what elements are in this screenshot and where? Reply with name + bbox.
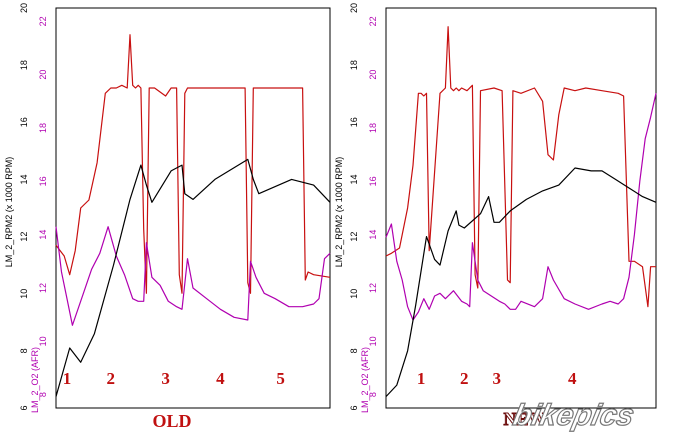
- old-afr-tick-label: 12: [38, 283, 48, 293]
- old-rpm-tick-label: 14: [19, 174, 29, 184]
- bikepics-logo: bikepics: [510, 399, 637, 432]
- old-gear-label-1: 1: [63, 369, 72, 388]
- old-lm-2-o2-line: [55, 226, 331, 326]
- new-caption: NEW: [503, 409, 546, 429]
- new-gear-label-2: 2: [460, 369, 469, 388]
- new-throttle-line: [385, 26, 656, 308]
- old-afr-tick-label: 8: [38, 392, 48, 397]
- old-afr-tick-label: 22: [38, 16, 48, 26]
- new-rpm-tick-label: 14: [349, 174, 359, 184]
- old-throttle-line: [55, 34, 331, 294]
- new-afr-tick-label: 8: [368, 392, 378, 397]
- old-gear-label-5: 5: [276, 369, 285, 388]
- new-lm-2-o2-line: [385, 93, 657, 321]
- new-afr-tick-label: 18: [368, 123, 378, 133]
- old-caption: OLD: [152, 411, 191, 431]
- new-rpm-tick-label: 6: [349, 405, 359, 410]
- old-afr-axis-title: LM_2_O2 (AFR): [30, 347, 40, 413]
- new-afr-tick-label: 14: [368, 230, 378, 240]
- new-afr-tick-label: 22: [368, 16, 378, 26]
- old-afr-tick-label: 20: [38, 70, 48, 80]
- new-afr-axis-title: LM_2_O2 (AFR): [360, 347, 370, 413]
- old-axis-ticks: 6 8 10 12 14 16 18 20 8 10 12 14 16 18 20 22: [19, 3, 48, 411]
- new-afr-tick-label: 10: [368, 336, 378, 346]
- old-rpm-tick-label: 6: [19, 405, 29, 410]
- new-rpm-tick-label: 10: [349, 289, 359, 299]
- old-rpm-tick-label: 8: [19, 348, 29, 353]
- old-gear-labels: 1 2 3 4 5: [63, 369, 285, 388]
- new-rpm-tick-label: 8: [349, 348, 359, 353]
- new-axis-ticks: 6 8 10 12 14 16 18 20 8 10 12 14 16 18 20 22: [349, 3, 378, 411]
- new-gear-label-3: 3: [492, 369, 501, 388]
- old-rpm-tick-label: 16: [19, 117, 29, 127]
- old-rpm-tick-label: 10: [19, 289, 29, 299]
- new-afr-tick-label: 20: [368, 70, 378, 80]
- old-rpm-axis-title: LM_2_RPM2 (x 1000 RPM): [4, 157, 14, 268]
- old-gear-label-3: 3: [161, 369, 170, 388]
- new-gear-labels: 1 2 3 4: [417, 369, 577, 388]
- new-gear-label-1: 1: [417, 369, 426, 388]
- old-afr-tick-label: 10: [38, 336, 48, 346]
- old-afr-tick-label: 14: [38, 230, 48, 240]
- old-gear-label-4: 4: [216, 369, 225, 388]
- new-rpm-tick-label: 18: [349, 60, 359, 70]
- new-rpm-tick-label: 12: [349, 232, 359, 242]
- old-rpm-tick-label: 12: [19, 232, 29, 242]
- new-rpm-axis-title: LM_2_RPM2 (x 1000 RPM): [334, 157, 344, 268]
- old-rpm-tick-label: 18: [19, 60, 29, 70]
- old-series: [55, 34, 331, 397]
- old-plot-frame: [55, 7, 331, 409]
- new-lm-2-rpm2-line: [385, 167, 657, 398]
- new-series: [385, 26, 657, 398]
- new-rpm-tick-label: 20: [349, 3, 359, 13]
- old-rpm-tick-label: 20: [19, 3, 29, 13]
- new-plot-frame: [385, 7, 657, 409]
- bikepics-watermark: bikepics: [510, 399, 638, 433]
- new-gear-label-4: 4: [568, 369, 577, 388]
- old-afr-tick-label: 18: [38, 123, 48, 133]
- old-lm-2-rpm2-line: [55, 158, 331, 397]
- new-afr-tick-label: 16: [368, 176, 378, 186]
- new-afr-tick-label: 12: [368, 283, 378, 293]
- old-afr-tick-label: 16: [38, 176, 48, 186]
- new-rpm-tick-label: 16: [349, 117, 359, 127]
- old-gear-label-2: 2: [107, 369, 116, 388]
